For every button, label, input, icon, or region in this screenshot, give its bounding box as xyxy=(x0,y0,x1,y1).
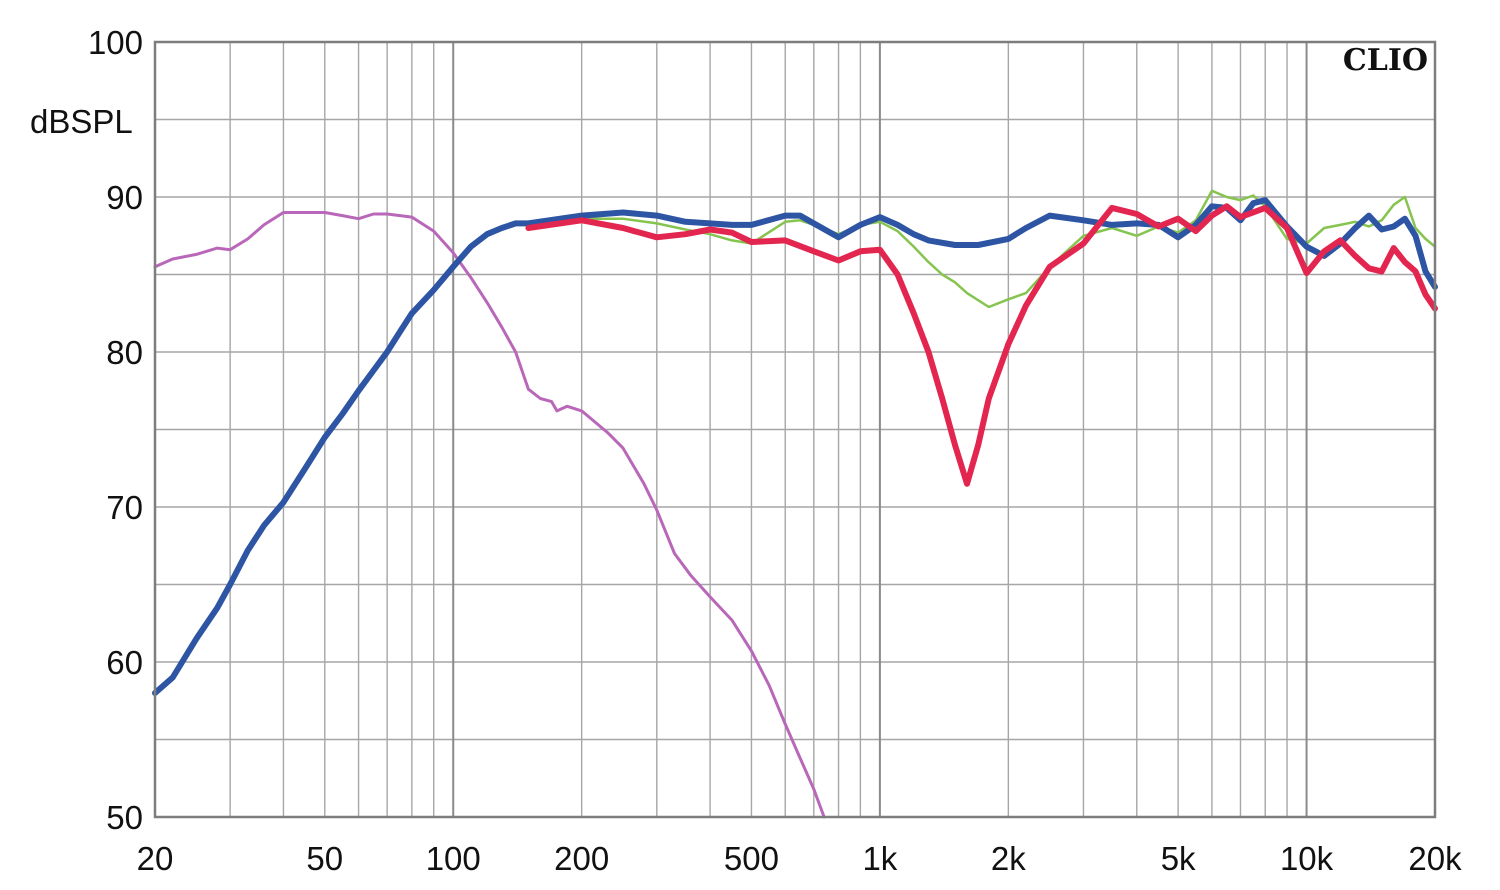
x-tick-label: 2k xyxy=(991,840,1026,877)
y-axis-label: dBSPL xyxy=(30,103,133,140)
x-tick-label: 5k xyxy=(1161,840,1196,877)
x-tick-label: 20 xyxy=(137,840,174,877)
x-tick-label: 1k xyxy=(862,840,897,877)
x-tick-label: 500 xyxy=(724,840,779,877)
series-line-4 xyxy=(525,203,1438,487)
y-tick-label: 70 xyxy=(106,489,143,526)
y-tick-label: 100 xyxy=(88,24,143,61)
clio-brand-logo: CLIO xyxy=(1343,43,1428,78)
series-layer xyxy=(152,189,1438,819)
x-tick-labels: 20 50 100 200 500 1k 2k 5k 10k 20k xyxy=(137,840,1462,877)
series-line-1 xyxy=(153,211,826,819)
x-tick-label: 200 xyxy=(554,840,609,877)
x-tick-label: 20k xyxy=(1408,840,1462,877)
x-tick-label: 10k xyxy=(1280,840,1334,877)
y-tick-label: 50 xyxy=(106,799,143,836)
x-tick-label: 100 xyxy=(426,840,481,877)
major-grid xyxy=(452,42,1308,817)
x-tick-label: 50 xyxy=(306,840,343,877)
y-tick-label: 80 xyxy=(106,334,143,371)
y-tick-labels: 50 60 70 80 90 100 xyxy=(88,24,143,836)
y-tick-label: 90 xyxy=(106,179,143,216)
plot-frame xyxy=(153,40,1437,819)
y-tick-label: 60 xyxy=(106,644,143,681)
